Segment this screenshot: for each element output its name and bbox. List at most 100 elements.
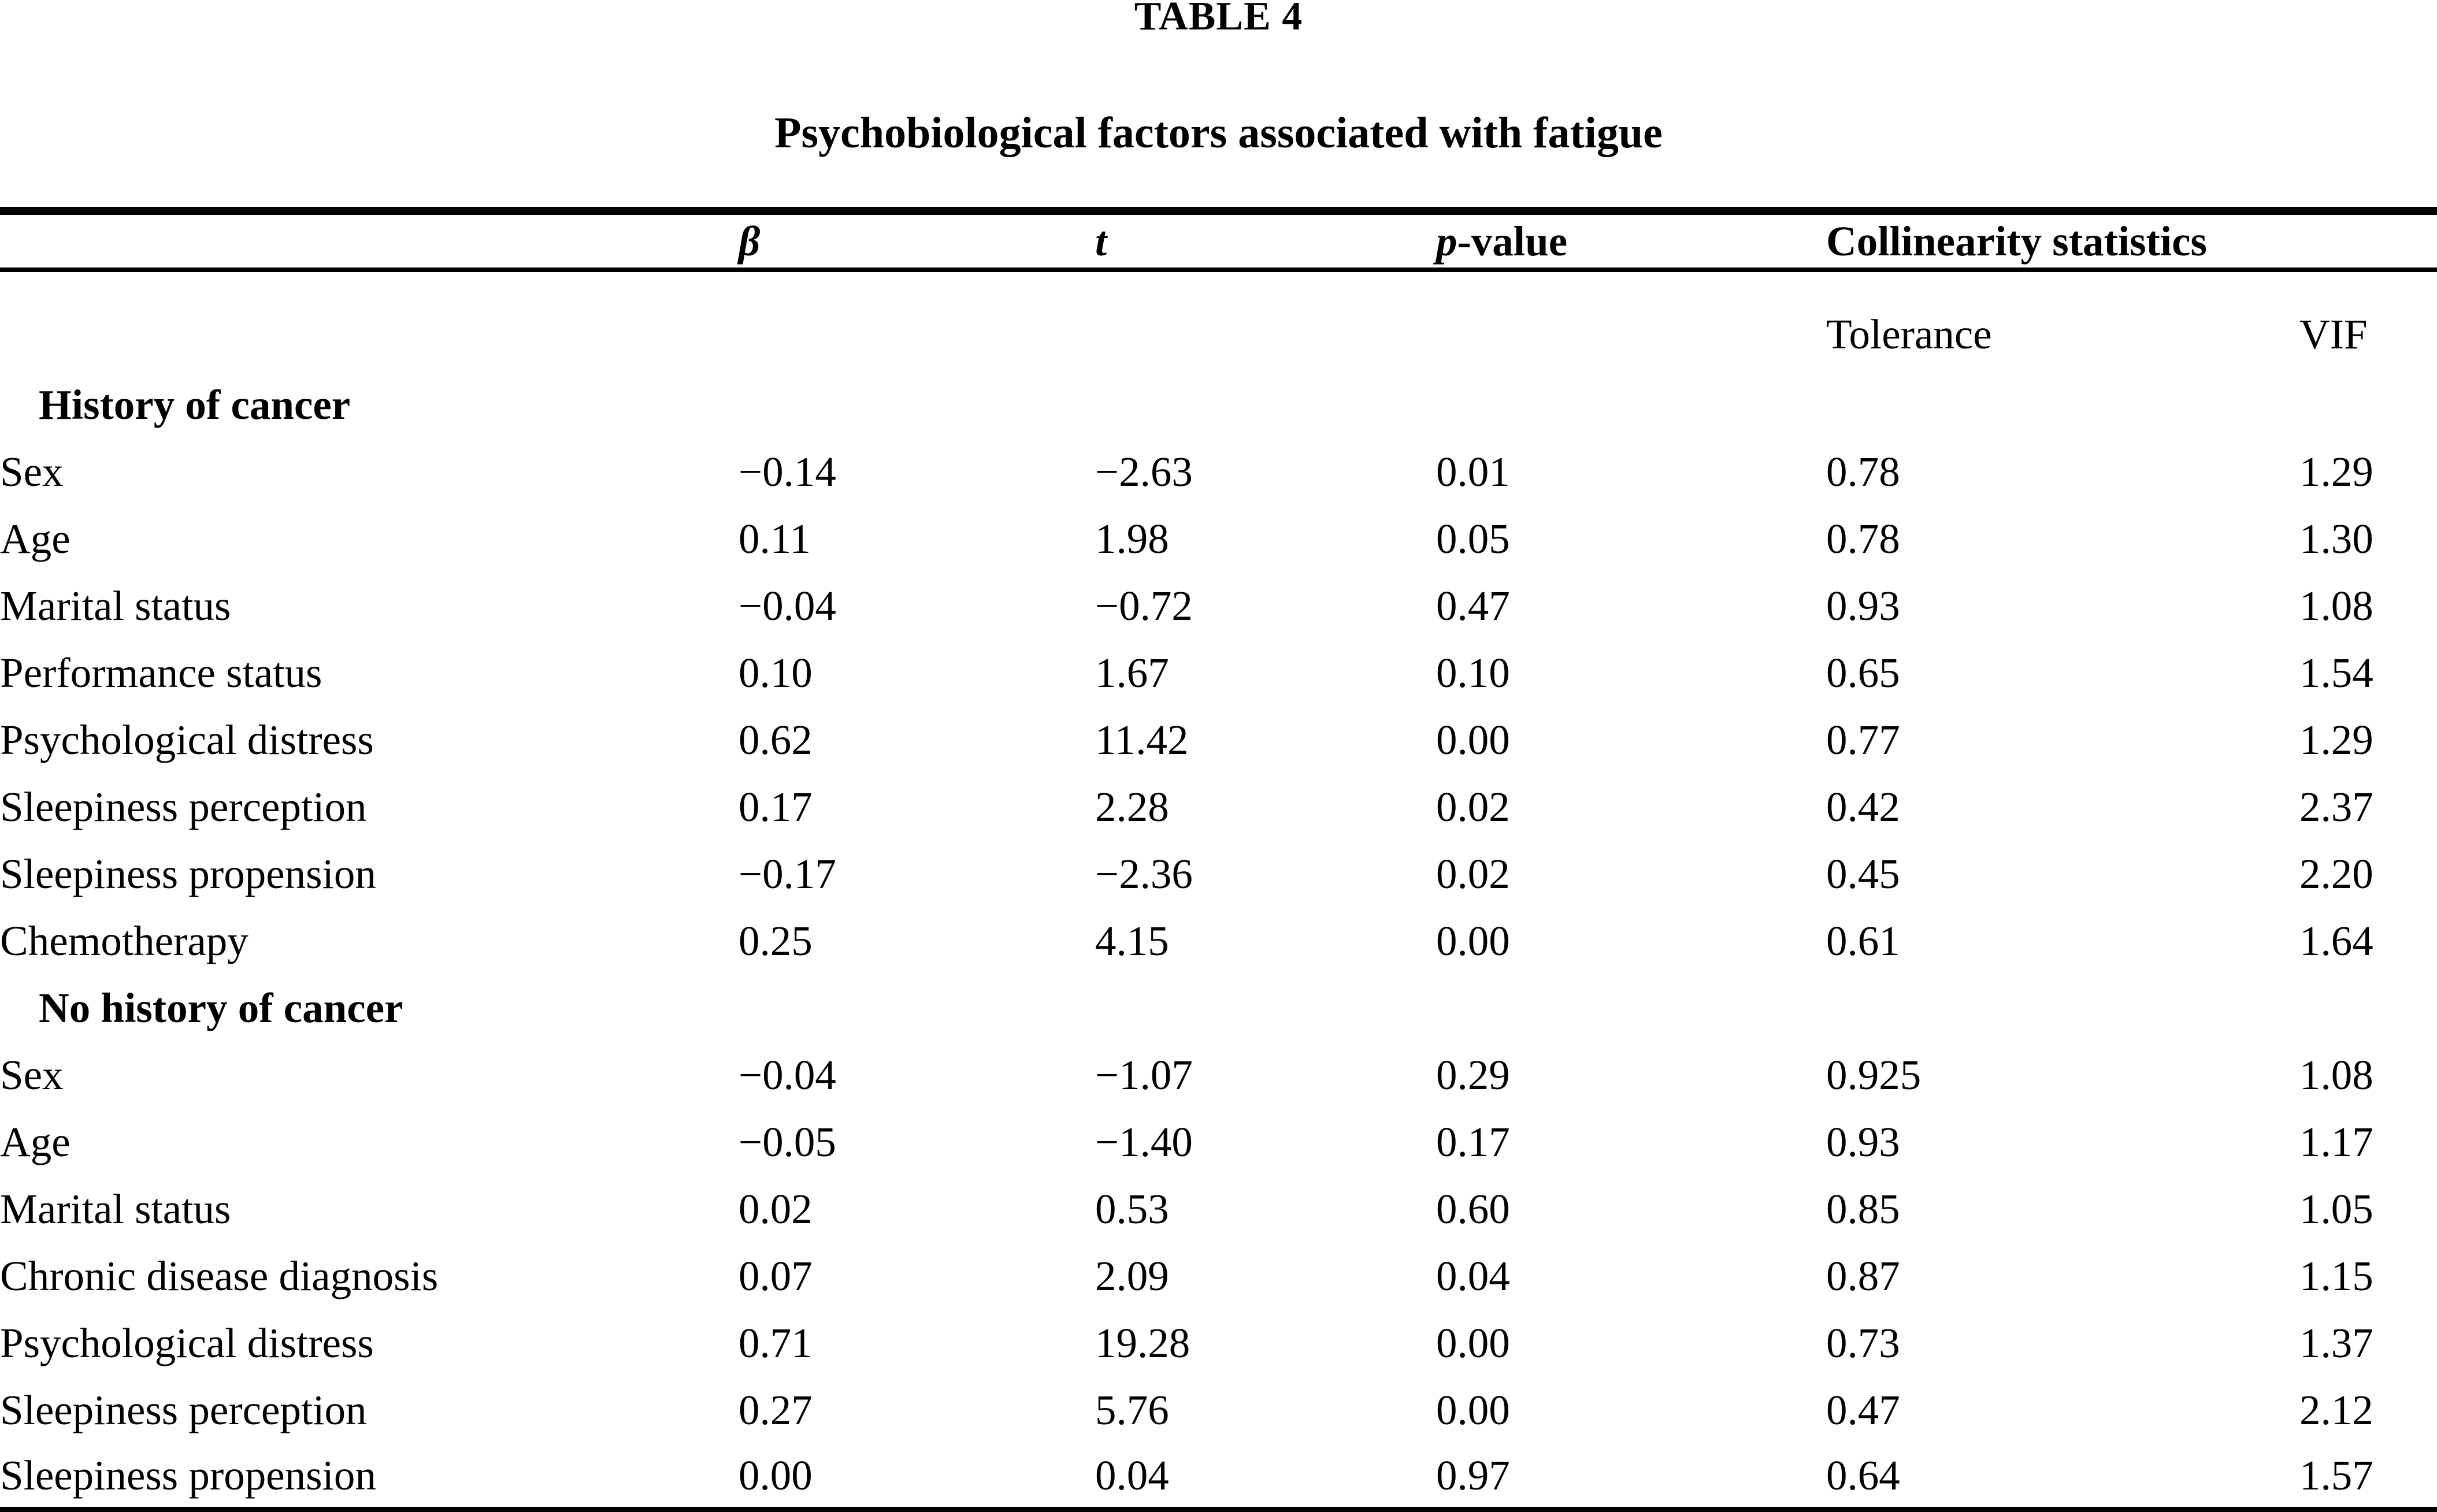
tolerance-value: 0.78	[1826, 448, 1900, 495]
table-row: Chronic disease diagnosis 0.07 2.09 0.04 0.8…	[0, 1243, 2437, 1310]
row-label: Performance status	[0, 649, 322, 696]
table-row: Age −0.05 −1.40 0.17 0.93 1.17	[0, 1109, 2437, 1176]
tolerance-value: 0.925	[1826, 1052, 1922, 1098]
beta-value: 0.25	[739, 917, 813, 964]
table-row: Age 0.11 1.98 0.05 0.78 1.30	[0, 506, 2437, 573]
section-header-row: History of cancer	[0, 372, 2437, 439]
t-value: 2.09	[1095, 1253, 1169, 1299]
p-value: 0.00	[1436, 1387, 1510, 1433]
section-header-row: No history of cancer	[0, 975, 2437, 1042]
row-label: Marital status	[0, 1186, 231, 1232]
vif-value: 2.12	[2299, 1387, 2373, 1433]
table-row: Sex −0.14 −2.63 0.01 0.78 1.29	[0, 439, 2437, 506]
p-value: 0.47	[1436, 582, 1510, 629]
p-value-suffix: -value	[1457, 217, 1568, 265]
section-label: No history of cancer	[39, 985, 403, 1031]
t-value: −2.36	[1095, 850, 1193, 897]
tolerance-value: 0.61	[1826, 917, 1900, 964]
tolerance-value: 0.45	[1826, 850, 1900, 897]
p-value-column-header: p-value	[1436, 211, 1826, 272]
row-label: Marital status	[0, 582, 231, 629]
tolerance-column-header: Tolerance	[1826, 311, 1992, 358]
tolerance-value: 0.93	[1826, 1119, 1900, 1165]
p-value: 0.97	[1436, 1451, 1510, 1499]
vif-value: 2.20	[2299, 850, 2373, 897]
row-label: Sleepiness propension	[0, 850, 376, 897]
vif-value: 1.64	[2299, 917, 2373, 964]
regression-table: β t p-value Collinearity statistics Tole…	[0, 207, 2437, 1512]
beta-symbol: β	[739, 217, 761, 265]
beta-value: −0.14	[739, 448, 836, 495]
table-row: Sleepiness perception 0.27 5.76 0.00 0.47 2.1…	[0, 1377, 2437, 1444]
beta-value: 0.71	[739, 1320, 813, 1366]
beta-value: 0.00	[739, 1451, 813, 1499]
tolerance-value: 0.93	[1826, 582, 1900, 629]
beta-value: −0.05	[739, 1119, 836, 1165]
vif-value: 1.57	[2299, 1451, 2373, 1499]
beta-value: −0.04	[739, 582, 836, 629]
tolerance-value: 0.65	[1826, 649, 1900, 696]
table-row: Marital status 0.02 0.53 0.60 0.85 1.05	[0, 1176, 2437, 1243]
empty-subheader-cell	[1436, 270, 1826, 372]
tolerance-value: 0.73	[1826, 1320, 1900, 1366]
p-value: 0.02	[1436, 783, 1510, 830]
beta-value: −0.04	[739, 1052, 836, 1098]
t-value: 0.04	[1095, 1451, 1169, 1499]
table-caption: Psychobiological factors associated with…	[774, 109, 1663, 157]
t-value: 5.76	[1095, 1387, 1169, 1433]
t-value: −1.07	[1095, 1052, 1193, 1098]
sub-header-row: Tolerance VIF	[0, 270, 2437, 372]
table-row: Psychological distress 0.71 19.28 0.00 0.73 1…	[0, 1310, 2437, 1377]
tolerance-value: 0.42	[1826, 783, 1900, 830]
t-value: 11.42	[1095, 716, 1189, 763]
vif-value: 1.37	[2299, 1320, 2373, 1366]
p-symbol: p	[1436, 217, 1457, 265]
vif-value: 1.54	[2299, 649, 2373, 696]
vif-column-header: VIF	[2299, 311, 2368, 358]
p-value: 0.04	[1436, 1253, 1510, 1299]
row-label: Sleepiness perception	[0, 1387, 367, 1433]
beta-value: 0.02	[739, 1186, 813, 1232]
p-value: 0.02	[1436, 850, 1510, 897]
empty-subheader-cell	[1095, 270, 1436, 372]
beta-value: 0.62	[739, 716, 813, 763]
beta-value: −0.17	[739, 850, 836, 897]
beta-value: 0.27	[739, 1387, 813, 1433]
vif-value: 1.29	[2299, 716, 2373, 763]
tolerance-value: 0.64	[1826, 1451, 1900, 1499]
p-value: 0.00	[1436, 917, 1510, 964]
table-row: Psychological distress 0.62 11.42 0.00 0.77 1…	[0, 707, 2437, 774]
table-row: Sleepiness propension 0.00 0.04 0.97 0.64 1.5…	[0, 1444, 2437, 1511]
p-value: 0.10	[1436, 649, 1510, 696]
t-value: −2.63	[1095, 448, 1193, 495]
p-value: 0.00	[1436, 716, 1510, 763]
table-row: Sex −0.04 −1.07 0.29 0.925 1.08	[0, 1042, 2437, 1109]
t-value: 1.67	[1095, 649, 1169, 696]
row-label: Psychological distress	[0, 716, 374, 763]
p-value: 0.17	[1436, 1119, 1510, 1165]
vif-value: 1.30	[2299, 515, 2373, 562]
beta-column-header: β	[739, 211, 1095, 272]
row-label: Chronic disease diagnosis	[0, 1253, 439, 1299]
vif-value: 1.17	[2299, 1119, 2373, 1165]
vif-value: 2.37	[2299, 783, 2373, 830]
tolerance-value: 0.77	[1826, 716, 1900, 763]
empty-header-cell	[0, 211, 739, 272]
row-label: Sex	[0, 1052, 64, 1098]
empty-subheader-cell	[739, 270, 1095, 372]
section-label: History of cancer	[39, 381, 351, 428]
vif-value: 1.08	[2299, 582, 2373, 629]
table-body: History of cancer Sex −0.14 −2.63 0.01 0.78 1.…	[0, 372, 2437, 1511]
row-label: Age	[0, 1119, 71, 1165]
t-value: 1.98	[1095, 515, 1169, 562]
vif-value: 1.08	[2299, 1052, 2373, 1098]
table-row: Chemotherapy 0.25 4.15 0.00 0.61 1.64	[0, 908, 2437, 975]
beta-value: 0.17	[739, 783, 813, 830]
row-label: Sex	[0, 448, 64, 495]
beta-value: 0.10	[739, 649, 813, 696]
vif-value: 1.05	[2299, 1186, 2373, 1232]
table-row: Performance status 0.10 1.67 0.10 0.65 1.54	[0, 640, 2437, 707]
tolerance-value: 0.87	[1826, 1253, 1900, 1299]
t-value: 19.28	[1095, 1320, 1190, 1366]
